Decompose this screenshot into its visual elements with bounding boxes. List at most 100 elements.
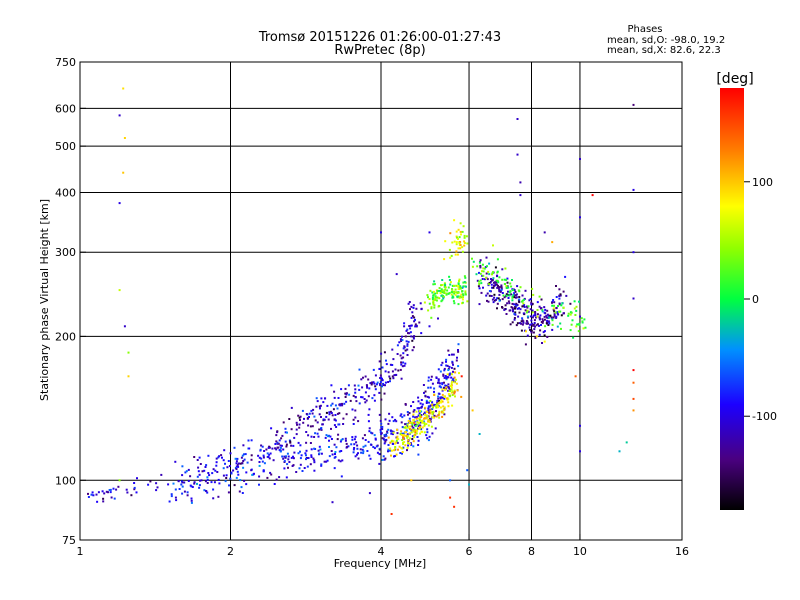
data-point xyxy=(441,388,444,391)
data-point xyxy=(632,251,635,254)
data-point xyxy=(453,376,456,379)
data-point xyxy=(486,299,488,302)
data-point xyxy=(545,322,548,325)
data-point xyxy=(303,417,305,420)
data-point xyxy=(309,463,312,466)
data-point xyxy=(546,313,549,316)
data-point xyxy=(420,406,423,409)
data-point xyxy=(345,392,348,395)
data-point xyxy=(406,434,408,437)
data-point xyxy=(290,444,293,447)
data-point xyxy=(443,258,446,261)
data-point xyxy=(263,462,266,465)
data-point xyxy=(267,455,270,458)
data-point xyxy=(221,456,223,459)
data-point xyxy=(410,405,412,408)
y-tick-label: 200 xyxy=(55,330,76,343)
data-point xyxy=(429,400,432,402)
data-point xyxy=(555,296,558,298)
data-point xyxy=(407,332,409,335)
colorbar xyxy=(720,88,744,510)
data-point xyxy=(541,342,543,344)
data-point xyxy=(466,242,469,245)
data-point xyxy=(422,384,425,386)
data-point xyxy=(336,438,339,441)
data-point xyxy=(400,377,403,380)
data-point xyxy=(217,456,220,459)
data-point xyxy=(461,230,464,233)
data-point xyxy=(427,296,429,299)
data-point xyxy=(496,286,499,289)
data-point xyxy=(438,287,441,289)
data-point xyxy=(206,476,209,479)
data-point xyxy=(579,158,581,160)
data-point xyxy=(133,486,136,489)
data-point xyxy=(394,447,397,450)
data-point xyxy=(431,403,434,406)
data-point xyxy=(494,266,497,269)
data-point xyxy=(413,409,416,411)
data-point xyxy=(531,309,534,312)
data-point xyxy=(539,329,542,332)
data-point xyxy=(358,388,361,391)
data-point xyxy=(491,273,493,276)
data-point xyxy=(407,444,410,447)
data-point xyxy=(514,294,517,297)
data-point xyxy=(505,294,508,297)
data-point xyxy=(632,381,635,384)
data-point xyxy=(431,406,434,409)
data-point xyxy=(462,225,465,228)
data-point xyxy=(416,407,419,410)
data-point xyxy=(445,385,448,388)
data-point xyxy=(448,365,451,368)
data-point xyxy=(555,315,558,318)
data-point xyxy=(292,444,295,447)
data-point xyxy=(388,447,391,450)
data-point xyxy=(552,307,555,310)
data-point xyxy=(408,428,411,430)
data-point xyxy=(205,464,208,467)
data-point xyxy=(443,376,446,379)
data-point xyxy=(583,318,586,321)
data-point xyxy=(396,432,399,435)
data-point xyxy=(497,281,500,284)
data-point xyxy=(381,425,384,428)
data-point xyxy=(441,299,444,302)
data-point xyxy=(133,482,136,484)
data-point xyxy=(402,443,404,445)
data-point xyxy=(375,383,378,386)
data-point xyxy=(466,300,469,303)
data-point xyxy=(354,455,357,458)
data-point xyxy=(371,432,374,435)
data-point xyxy=(462,281,465,284)
data-point xyxy=(506,277,509,280)
data-point xyxy=(385,363,388,366)
data-point xyxy=(308,416,310,418)
data-point xyxy=(519,286,522,289)
data-point xyxy=(301,470,304,472)
data-point xyxy=(334,414,337,416)
data-point xyxy=(453,367,456,370)
data-point xyxy=(374,374,377,377)
data-point xyxy=(401,416,404,419)
data-point xyxy=(274,443,277,445)
data-point xyxy=(448,279,451,281)
data-point xyxy=(318,452,321,455)
data-point xyxy=(503,296,506,299)
data-point xyxy=(125,488,128,491)
x-tick-label: 2 xyxy=(227,545,234,558)
data-point xyxy=(395,440,398,442)
data-point xyxy=(456,389,459,392)
data-point xyxy=(380,432,383,435)
data-point xyxy=(115,488,118,491)
data-point xyxy=(345,413,348,416)
data-point xyxy=(406,344,409,347)
data-point xyxy=(482,274,485,277)
data-point xyxy=(130,494,133,497)
data-point xyxy=(310,456,313,458)
data-point xyxy=(538,333,541,336)
data-point xyxy=(370,383,373,386)
data-point xyxy=(383,392,386,395)
data-point xyxy=(522,302,525,305)
data-point xyxy=(496,258,499,261)
